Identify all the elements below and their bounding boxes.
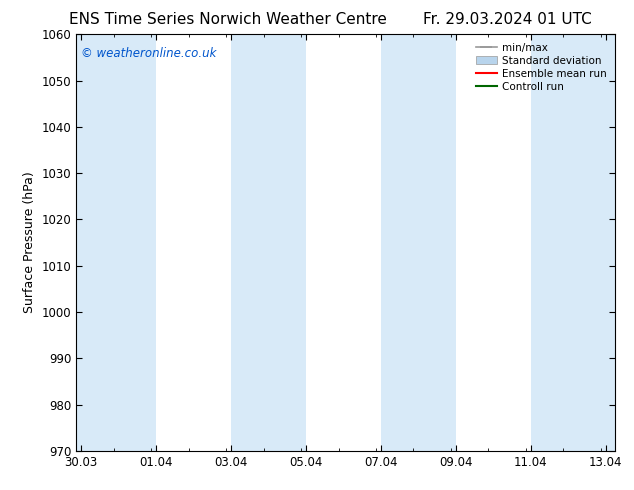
Bar — [380, 34, 456, 451]
Bar — [76, 34, 156, 451]
Y-axis label: Surface Pressure (hPa): Surface Pressure (hPa) — [23, 172, 36, 314]
Bar — [231, 34, 306, 451]
Text: ENS Time Series Norwich Weather Centre: ENS Time Series Norwich Weather Centre — [69, 12, 387, 27]
Legend: min/max, Standard deviation, Ensemble mean run, Controll run: min/max, Standard deviation, Ensemble me… — [473, 40, 610, 95]
Text: © weatheronline.co.uk: © weatheronline.co.uk — [81, 47, 217, 60]
Bar — [531, 34, 615, 451]
Text: Fr. 29.03.2024 01 UTC: Fr. 29.03.2024 01 UTC — [423, 12, 592, 27]
